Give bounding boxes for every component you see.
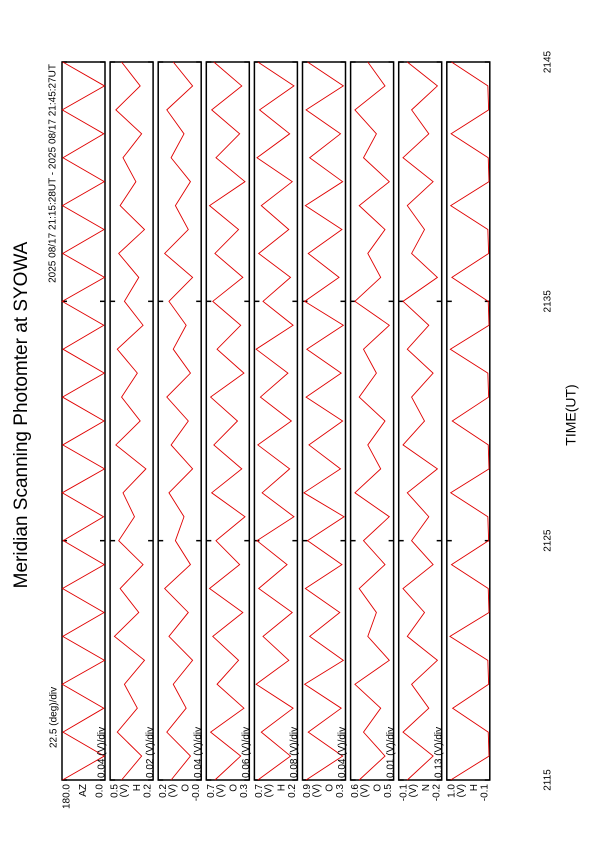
panel-frame	[109, 61, 154, 781]
scale-label: 0.06 (V)/div	[241, 727, 252, 778]
y-tick-label: 0.6	[350, 784, 361, 798]
scale-label: 22.5 (deg)/div	[49, 687, 60, 748]
data-line	[208, 61, 246, 781]
y-unit: (V)	[360, 784, 371, 797]
data-line	[303, 61, 345, 781]
y-tick-label: 0.2	[287, 784, 298, 798]
channel-name: H	[277, 784, 288, 791]
panel-frame	[205, 61, 251, 781]
y-tick-label: 180.0	[62, 784, 73, 809]
data-line	[61, 61, 106, 781]
data-line	[354, 61, 391, 781]
y-unit: (V)	[167, 784, 178, 797]
y-unit: (V)	[312, 784, 323, 797]
data-line	[449, 61, 490, 781]
channel-name: H	[469, 784, 480, 791]
y-tick-label: 0.3	[335, 784, 346, 798]
y-unit: (V)	[408, 784, 419, 797]
y-unit: (V)	[119, 784, 130, 797]
y-tick-label: 0.5	[383, 784, 394, 798]
y-tick-label: 0.7	[206, 784, 217, 798]
y-tick-label: -0.0	[191, 784, 202, 802]
scale-label: 0.04 (V)/div	[337, 727, 348, 778]
y-tick-label: 0.2	[143, 784, 154, 798]
channel-name: O	[373, 784, 384, 792]
y-tick-label: 0.9	[302, 784, 313, 798]
y-tick-label: -0.2	[431, 784, 442, 802]
channel-name: O	[325, 784, 336, 792]
x-axis-label: TIME(UT)	[563, 384, 579, 445]
channel-name: O	[228, 784, 239, 792]
panel-frame	[397, 61, 443, 781]
panel-frame	[349, 61, 395, 781]
channel-name: H	[132, 784, 143, 791]
chart-title: Meridian Scanning Photomter at SYOWA	[11, 241, 32, 588]
scale-label: 0.04 (V)/div	[193, 727, 204, 778]
panel-frame	[301, 61, 347, 781]
channel-name: AZ	[78, 784, 89, 797]
x-tick-label: 2125	[543, 529, 554, 552]
y-tick-label: 0.5	[110, 784, 121, 798]
scale-label: 0.04 (V)/div	[97, 727, 108, 778]
y-tick-label: 1.0	[446, 784, 457, 798]
y-tick-label: 0.0	[95, 784, 106, 798]
scale-label: 0.13 (V)/div	[433, 727, 444, 778]
x-tick-label: 2115	[543, 769, 554, 791]
y-unit: (V)	[264, 784, 275, 797]
chart: Meridian Scanning Photomter at SYOWA 202…	[11, 50, 579, 809]
data-line	[402, 61, 439, 781]
channel-name: O	[180, 784, 191, 792]
scale-label: 0.01 (V)/div	[385, 727, 396, 778]
panel-frame	[446, 61, 491, 781]
panel-frame	[253, 61, 299, 781]
data-line	[163, 61, 194, 781]
chart-subtitle: 2025 08/17 21:15:28UT - 2025 08/17 21:45…	[48, 64, 59, 283]
y-tick-label: 0.2	[158, 784, 169, 798]
panel-frame	[157, 61, 202, 781]
x-tick-label: 2145	[543, 50, 554, 73]
x-tick-label: 2135	[543, 290, 554, 313]
y-tick-label: -0.1	[398, 784, 409, 802]
y-unit: (V)	[456, 784, 467, 797]
y-tick-label: 0.7	[254, 784, 265, 798]
y-tick-label: -0.1	[479, 784, 490, 802]
panel-frame	[61, 61, 106, 781]
scale-label: 0.08 (V)/div	[289, 727, 300, 778]
scale-label: 0.02 (V)/div	[145, 727, 156, 778]
y-tick-label: 0.3	[239, 784, 250, 798]
data-line	[255, 61, 295, 781]
channel-name: N	[421, 784, 432, 791]
data-line	[113, 61, 147, 781]
y-unit: (V)	[215, 784, 226, 797]
